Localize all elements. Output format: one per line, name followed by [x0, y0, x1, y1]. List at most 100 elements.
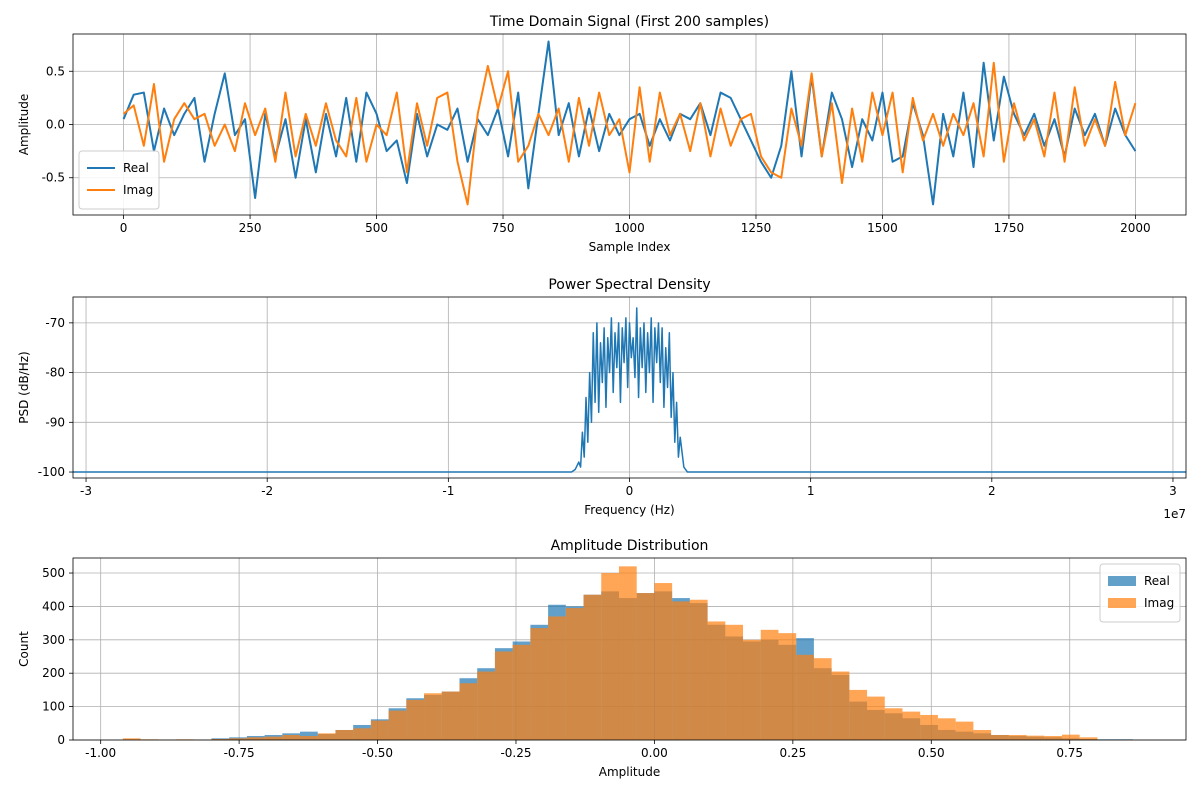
x-tick-label: 0.50: [918, 746, 945, 760]
x-tick-label: -1.00: [85, 746, 116, 760]
plot-area: [122, 566, 1133, 740]
imag-histogram-bar: [229, 738, 247, 740]
imag-histogram-bar: [618, 566, 637, 740]
imag-histogram-bar: [937, 718, 956, 740]
chart-title: Time Domain Signal (First 200 samples): [489, 14, 769, 30]
imag-histogram-bar: [246, 737, 265, 740]
y-tick-label: 500: [42, 566, 65, 580]
imag-histogram-bar: [477, 671, 495, 740]
imag-histogram-bar: [831, 671, 850, 740]
imag-histogram-bar: [530, 628, 549, 740]
imag-histogram-bar: [459, 683, 478, 740]
y-tick-label: 0.0: [46, 118, 65, 132]
imag-histogram-bar: [849, 689, 868, 740]
x-tick-label: 500: [365, 221, 388, 235]
y-axis-label: PSD (dB/Hz): [17, 351, 31, 424]
y-tick-label: -80: [45, 366, 65, 380]
chart-3: -1.00 -0.75 -0.50 -0.25 0.00 0.25 0.50 0.75 0 100…: [17, 538, 1187, 779]
y-tick-label: 200: [42, 666, 65, 680]
x-tick-label: 3: [1169, 484, 1177, 498]
x-tick-label: 2: [988, 484, 996, 498]
x-tick-label: -0.50: [362, 746, 393, 760]
real-series-line: [122, 40, 1137, 206]
imag-histogram-bar: [654, 583, 673, 740]
legend-box: [1099, 563, 1181, 623]
y-tick-label: 400: [42, 599, 65, 613]
imag-histogram-bar: [991, 734, 1009, 740]
imag-histogram-bar: [512, 644, 531, 740]
imag-histogram-bar: [441, 691, 460, 740]
x-tick-label: 0.00: [641, 746, 668, 760]
y-tick-label: 0: [57, 733, 65, 747]
imag-histogram-bar: [955, 721, 974, 740]
chart-2: -3 -2 -1 0 1 2 3 -100 -90 -80 -70 Power Spectral De…: [17, 277, 1187, 521]
x-tick-label: -0.75: [224, 746, 255, 760]
imag-histogram-bar: [424, 693, 442, 740]
y-tick-label: -0.5: [42, 171, 65, 185]
imag-histogram-bar: [1008, 734, 1027, 740]
imag-histogram-bar: [601, 573, 619, 740]
x-tick-label: -1: [442, 484, 454, 498]
imag-histogram-bar: [743, 639, 761, 740]
imag-histogram-bar: [636, 593, 655, 740]
imag-histogram-bar: [548, 616, 566, 740]
imag-histogram-bar: [406, 699, 425, 740]
x-tick-label: -0.25: [500, 746, 531, 760]
imag-series-line: [122, 61, 1137, 206]
y-tick-label: 100: [42, 700, 65, 714]
x-tick-label: 0.75: [1056, 746, 1083, 760]
x-tick-label: 1: [807, 484, 815, 498]
imag-histogram-bar: [565, 608, 584, 740]
x-tick-label: 1000: [614, 221, 645, 235]
chart-title: Power Spectral Density: [548, 277, 710, 293]
imag-histogram-bar: [300, 735, 318, 740]
x-offset-label: 1e7: [1163, 507, 1186, 521]
x-axis-label: Frequency (Hz): [584, 503, 675, 517]
chart-1: 0 250 500 750 1000 1250 1500 1750 2000 -0.5 0.0 0.5…: [17, 14, 1187, 254]
x-axis-label: Sample Index: [589, 240, 671, 254]
imag-histogram-bar: [353, 728, 371, 740]
legend-label-imag: Imag: [1144, 596, 1174, 610]
imag-histogram-bar: [282, 734, 301, 740]
imag-histogram-bar: [1026, 735, 1045, 740]
x-tick-label: 0.25: [779, 746, 806, 760]
real-histogram-bar: [300, 731, 318, 740]
x-tick-label: 1750: [994, 221, 1025, 235]
axes-frame: [72, 557, 1187, 741]
imag-histogram-bar: [122, 738, 141, 740]
imag-histogram-bar: [1061, 734, 1080, 740]
x-tick-label: 1500: [867, 221, 898, 235]
y-axis-label: Count: [17, 631, 31, 667]
x-tick-label: 0: [626, 484, 634, 498]
y-tick-label: -70: [45, 316, 65, 330]
imag-histogram-bar: [689, 599, 708, 740]
imag-histogram-bar: [778, 633, 797, 740]
imag-histogram-bar: [317, 733, 336, 740]
imag-histogram-bar: [1044, 735, 1062, 740]
x-axis-label: Amplitude: [599, 765, 661, 779]
x-tick-label: -2: [261, 484, 273, 498]
chart-title: Amplitude Distribution: [551, 538, 709, 554]
imag-histogram-bar: [672, 601, 690, 740]
imag-histogram-bar: [388, 710, 407, 740]
y-tick-label: -100: [38, 465, 65, 479]
y-tick-label: 300: [42, 633, 65, 647]
imag-histogram-bar: [707, 621, 726, 740]
imag-histogram-bar: [920, 714, 938, 740]
y-tick-label: -90: [45, 415, 65, 429]
x-tick-label: 1250: [741, 221, 772, 235]
imag-legend-swatch: [1108, 598, 1136, 608]
legend-label-real: Real: [123, 161, 149, 175]
imag-histogram-bar: [760, 629, 779, 740]
imag-histogram-bar: [494, 651, 513, 740]
imag-histogram-bar: [335, 729, 354, 740]
imag-histogram-bar: [725, 624, 744, 740]
imag-histogram-bar: [813, 658, 832, 740]
imag-histogram-bar: [867, 696, 885, 740]
x-tick-label: 250: [239, 221, 262, 235]
imag-histogram-bar: [1079, 737, 1098, 740]
y-axis-label: Amplitude: [17, 94, 31, 156]
legend: Real Imag: [1099, 563, 1181, 623]
legend: Real Imag: [78, 150, 160, 210]
